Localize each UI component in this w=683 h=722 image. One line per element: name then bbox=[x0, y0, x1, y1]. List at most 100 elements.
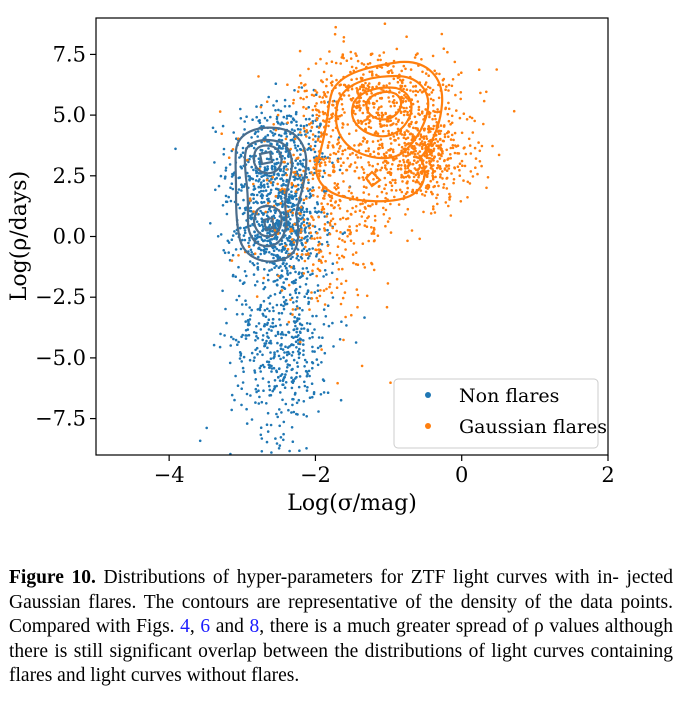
series-0-point bbox=[263, 344, 266, 348]
series-0-point bbox=[257, 389, 260, 393]
series-1-point bbox=[427, 150, 431, 153]
series-0-point bbox=[241, 282, 245, 286]
series-0-point bbox=[256, 266, 259, 270]
series-1-point bbox=[294, 190, 298, 193]
series-1-point bbox=[331, 80, 334, 83]
series-1-point bbox=[453, 166, 457, 170]
series-0-point bbox=[282, 122, 285, 126]
blue-contour-4 bbox=[252, 204, 283, 238]
series-0-point bbox=[254, 142, 257, 146]
series-0-point bbox=[300, 133, 303, 137]
series-1-point bbox=[404, 154, 408, 158]
series-1-point bbox=[480, 164, 483, 168]
series-0-point bbox=[308, 374, 311, 378]
series-0-point bbox=[315, 358, 319, 361]
series-1-point bbox=[478, 160, 482, 163]
series-0-point bbox=[267, 157, 271, 161]
series-1-point bbox=[318, 294, 322, 298]
series-1-point bbox=[344, 315, 347, 319]
series-0-point bbox=[286, 346, 290, 349]
series-1-point bbox=[411, 133, 414, 136]
series-1-point bbox=[355, 101, 359, 105]
series-1-point bbox=[443, 135, 447, 139]
series-0-point bbox=[243, 238, 247, 242]
series-0-point bbox=[249, 216, 252, 220]
orange-contour-outer bbox=[315, 60, 444, 203]
series-0-point bbox=[305, 415, 309, 418]
figure-ref-6[interactable]: 6 bbox=[200, 616, 211, 637]
series-1-point bbox=[372, 232, 376, 235]
series-1-point bbox=[372, 102, 376, 106]
series-1-point bbox=[317, 259, 321, 263]
series-0-point bbox=[267, 95, 271, 99]
series-0-point bbox=[287, 195, 291, 199]
series-1-point bbox=[396, 80, 400, 84]
series-0-point bbox=[229, 186, 232, 189]
figure-ref-4[interactable]: 4 bbox=[180, 616, 190, 637]
series-1-point bbox=[315, 231, 319, 235]
series-1-point bbox=[413, 167, 417, 170]
series-0-point bbox=[316, 363, 320, 367]
series-0-point bbox=[297, 352, 301, 356]
series-0-point bbox=[305, 124, 309, 127]
series-1-point bbox=[397, 163, 401, 167]
series-1-point bbox=[373, 228, 376, 231]
series-1-point bbox=[291, 313, 294, 316]
series-0-point bbox=[244, 206, 248, 210]
series-1-point bbox=[299, 212, 302, 216]
series-1-point bbox=[315, 274, 319, 278]
series-0-point bbox=[282, 420, 286, 424]
series-1-point bbox=[320, 261, 323, 264]
series-1-point bbox=[397, 137, 400, 140]
series-1-point bbox=[431, 54, 435, 58]
series-1-point bbox=[414, 173, 418, 177]
series-1-point bbox=[334, 201, 337, 204]
series-1-point bbox=[428, 113, 431, 116]
series-0-point bbox=[269, 188, 273, 192]
series-1-point bbox=[376, 139, 380, 143]
series-1-point bbox=[428, 160, 432, 163]
series-1-point bbox=[364, 81, 367, 85]
series-1-point bbox=[371, 203, 374, 206]
series-1-point bbox=[412, 147, 415, 151]
series-0-point bbox=[286, 239, 290, 242]
series-1-point bbox=[294, 173, 298, 177]
series-0-point bbox=[331, 262, 335, 266]
series-0-point bbox=[273, 379, 277, 382]
series-1-point bbox=[319, 250, 323, 253]
series-0-point bbox=[298, 306, 302, 310]
series-0-point bbox=[263, 308, 267, 312]
series-0-point bbox=[284, 345, 287, 349]
figure-ref-8[interactable]: 8 bbox=[249, 616, 260, 637]
series-1-point bbox=[404, 137, 408, 141]
series-1-point bbox=[426, 172, 430, 175]
series-0-point bbox=[260, 175, 263, 178]
series-0-point bbox=[244, 299, 247, 303]
series-0-point bbox=[282, 307, 286, 311]
series-1-point bbox=[437, 153, 441, 157]
series-1-point bbox=[327, 141, 331, 144]
series-1-point bbox=[477, 141, 480, 144]
series-1-point bbox=[389, 154, 393, 157]
series-0-point bbox=[305, 277, 309, 280]
series-1-point bbox=[436, 193, 439, 197]
series-0-point bbox=[248, 260, 252, 263]
series-0-point bbox=[321, 336, 324, 340]
series-0-point bbox=[300, 222, 304, 225]
series-0-point bbox=[299, 217, 303, 221]
series-0-point bbox=[233, 230, 236, 233]
series-0-point bbox=[277, 161, 280, 165]
series-0-point bbox=[297, 385, 301, 389]
series-0-point bbox=[292, 358, 296, 362]
series-1-point bbox=[452, 138, 455, 142]
series-1-point bbox=[432, 205, 435, 208]
series-1-point bbox=[402, 160, 406, 164]
series-1-point bbox=[448, 198, 451, 201]
series-0-point bbox=[295, 120, 298, 124]
series-0-point bbox=[275, 247, 279, 251]
series-0-point bbox=[234, 275, 237, 279]
series-1-point bbox=[296, 90, 300, 93]
series-0-point bbox=[224, 166, 228, 170]
series-1-point bbox=[482, 99, 486, 103]
series-0-point bbox=[285, 237, 289, 240]
